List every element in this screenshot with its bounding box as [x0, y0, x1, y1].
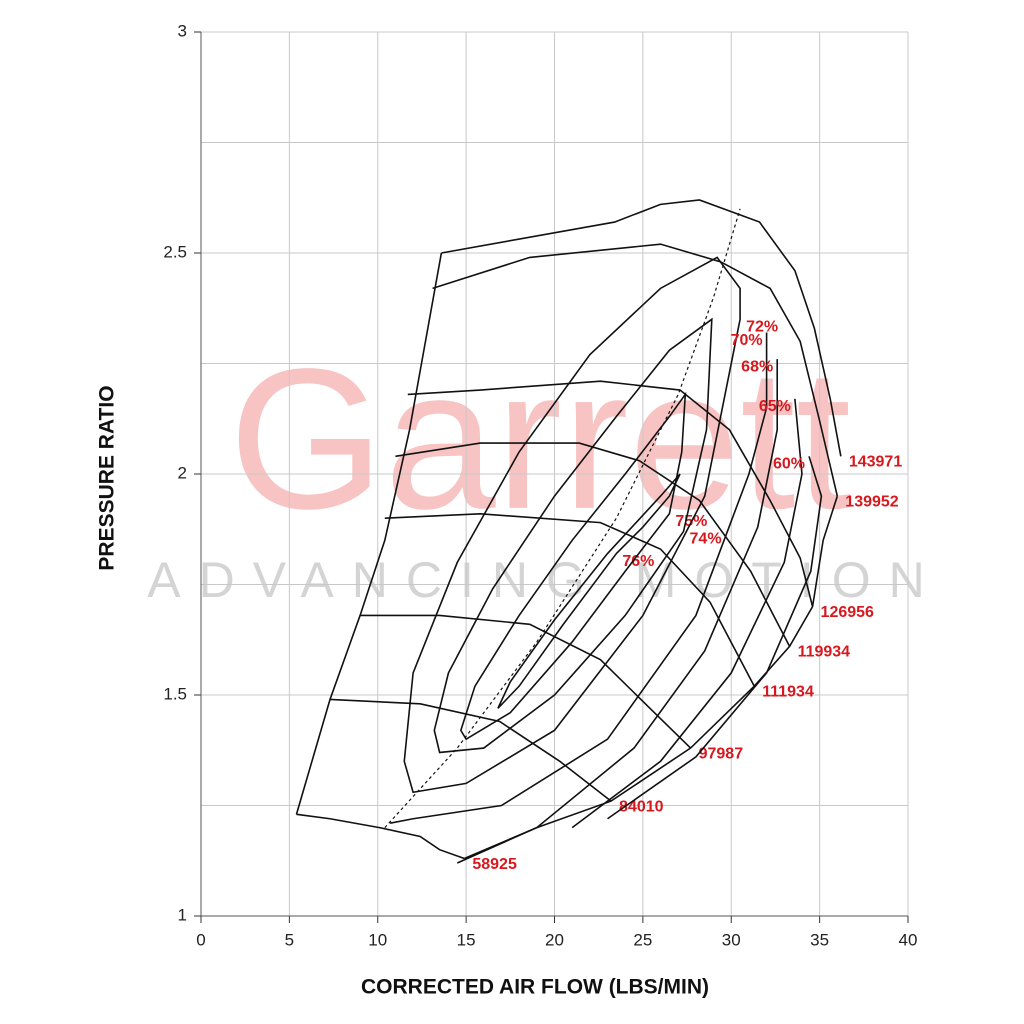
x-tick-label: 30	[722, 930, 741, 949]
surge-line	[295, 252, 443, 815]
x-tick-label: 5	[285, 930, 294, 949]
speed-label: 143971	[849, 454, 902, 471]
speed-line	[432, 243, 839, 497]
efficiency-label: 72%	[746, 319, 778, 336]
speed-label: 97987	[699, 745, 744, 762]
efficiency-island	[459, 391, 687, 741]
x-tick-label: 40	[899, 930, 918, 949]
speed-label: 126956	[821, 604, 874, 621]
x-axis-title: CORRECTED AIR FLOW (LBS/MIN)	[361, 976, 709, 999]
efficiency-label: 70%	[731, 332, 763, 349]
efficiency-island	[571, 398, 803, 829]
speed-label: 111934	[762, 683, 814, 700]
speed-line	[441, 199, 842, 457]
watermark: Garrett	[229, 328, 851, 551]
x-tick-label: 0	[196, 930, 205, 949]
y-tick-label: 3	[178, 21, 187, 40]
efficiency-island	[456, 359, 779, 864]
y-axis-title: PRESSURE RATIO	[96, 385, 119, 570]
efficiency-island	[497, 473, 681, 709]
x-tick-label: 25	[633, 930, 652, 949]
efficiency-island	[607, 456, 823, 820]
efficiency-label: 65%	[759, 398, 791, 415]
speed-label: 58925	[472, 856, 517, 873]
speed-line	[329, 698, 612, 802]
speed-line	[384, 512, 755, 687]
speed-label: 139952	[845, 493, 898, 510]
speed-line	[407, 380, 814, 607]
watermark-subtitle: ADVANCING MOTION	[147, 552, 942, 608]
efficiency-label: 68%	[741, 358, 773, 375]
efficiency-island	[433, 317, 713, 754]
y-tick-label: 1.5	[163, 684, 187, 703]
efficiency-island	[403, 256, 741, 794]
efficiency-label: 74%	[690, 531, 722, 548]
efficiency-island	[389, 332, 768, 824]
y-tick-label: 2.5	[163, 242, 187, 261]
x-tick-label: 35	[810, 930, 829, 949]
y-tick-label: 2	[178, 463, 187, 482]
efficiency-label: 60%	[773, 456, 805, 473]
x-tick-label: 20	[545, 930, 564, 949]
speed-line	[360, 614, 692, 749]
speed-line	[395, 442, 791, 647]
x-tick-label: 10	[368, 930, 387, 949]
y-tick-label: 1	[178, 905, 187, 924]
speed-label: 119934	[798, 644, 851, 661]
x-tick-label: 15	[457, 930, 476, 949]
speed-line	[296, 813, 465, 860]
